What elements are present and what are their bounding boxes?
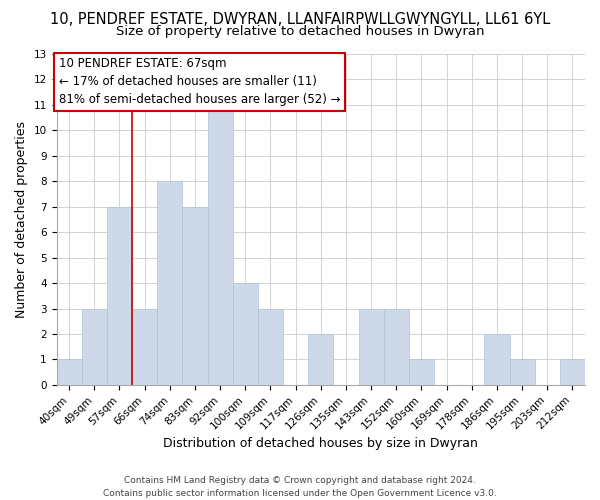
Text: 10 PENDREF ESTATE: 67sqm
← 17% of detached houses are smaller (11)
81% of semi-d: 10 PENDREF ESTATE: 67sqm ← 17% of detach… bbox=[59, 58, 341, 106]
Bar bbox=[383, 308, 409, 385]
Text: Contains HM Land Registry data © Crown copyright and database right 2024.
Contai: Contains HM Land Registry data © Crown c… bbox=[103, 476, 497, 498]
Bar bbox=[82, 308, 107, 385]
Bar bbox=[182, 206, 208, 385]
Text: 10, PENDREF ESTATE, DWYRAN, LLANFAIRPWLLGWYNGYLL, LL61 6YL: 10, PENDREF ESTATE, DWYRAN, LLANFAIRPWLL… bbox=[50, 12, 550, 28]
Bar bbox=[157, 182, 182, 385]
Bar bbox=[509, 360, 535, 385]
X-axis label: Distribution of detached houses by size in Dwyran: Distribution of detached houses by size … bbox=[163, 437, 478, 450]
Bar bbox=[208, 105, 233, 385]
Bar bbox=[258, 308, 283, 385]
Bar bbox=[560, 360, 585, 385]
Text: Size of property relative to detached houses in Dwyran: Size of property relative to detached ho… bbox=[116, 25, 484, 38]
Bar bbox=[56, 360, 82, 385]
Bar bbox=[107, 206, 132, 385]
Bar bbox=[409, 360, 434, 385]
Bar bbox=[484, 334, 509, 385]
Bar bbox=[359, 308, 383, 385]
Bar bbox=[132, 308, 157, 385]
Y-axis label: Number of detached properties: Number of detached properties bbox=[15, 121, 28, 318]
Bar bbox=[233, 283, 258, 385]
Bar bbox=[308, 334, 334, 385]
